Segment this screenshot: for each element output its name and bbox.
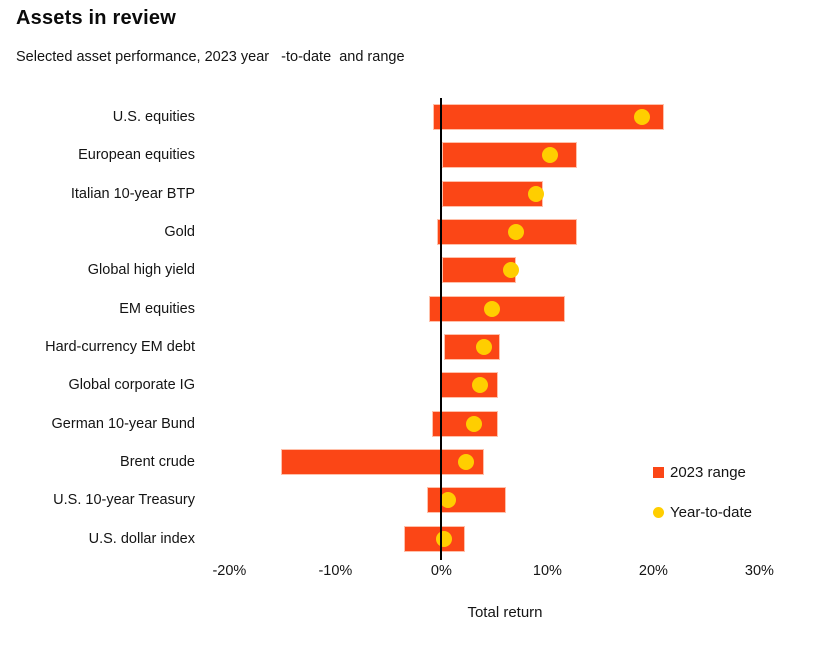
category-label: European equities [78,147,195,164]
legend-label: 2023 range [670,463,746,481]
row-plot [205,405,805,443]
row-plot [205,520,805,558]
ytd-dot [466,415,483,432]
x-tick-label: 20% [638,563,668,579]
ytd-dot [435,530,452,547]
row-plot [205,251,805,289]
category-label: U.S. 10-year Treasury [53,492,195,509]
category-label: Italian 10-year BTP [70,185,195,202]
category-label: Brent crude [120,454,195,471]
range-bar [432,104,664,131]
row-plot [205,366,805,404]
table-row: Hard-currency EM debt [15,328,805,366]
ytd-dot [633,109,650,126]
table-row: EM equities [15,290,805,328]
x-tick-label: -20% [212,563,247,579]
range-bar [281,449,484,476]
range-bar [426,487,507,514]
category-label: EM equities [119,300,195,317]
table-row: Italian 10-year BTP [15,175,805,213]
category-label: Gold [164,224,195,241]
category-label: German 10-year Bund [51,415,195,432]
ytd-dot [471,377,488,394]
ytd-dot [484,300,501,317]
ytd-dot [439,492,456,509]
category-label: U.S. dollar index [88,530,195,547]
range-bar [431,410,498,437]
range-bar [428,295,566,322]
category-label: Hard-currency EM debt [45,339,195,356]
range-bar [441,372,498,399]
x-tick-label: -10% [318,563,353,579]
category-label: Global corporate IG [68,377,195,394]
ytd-dot [503,262,520,279]
table-row: Global corporate IG [15,366,805,404]
row-plot [205,175,805,213]
row-plot [205,481,805,519]
category-label: Global high yield [87,262,195,279]
ytd-dot [541,147,558,164]
ytd-circle-icon [653,506,664,518]
table-row: Global high yield [15,251,805,289]
x-tick-label: 30% [744,563,774,579]
zero-axis-line [440,98,443,560]
row-plot [205,443,805,481]
row-plot [205,213,805,251]
ytd-dot [475,339,492,356]
legend-item-range: 2023 range [653,463,752,481]
x-axis-ticks: -20% -10% 0% 10% 20% 30% [205,563,805,583]
table-row: Gold [15,213,805,251]
row-plot [205,328,805,366]
table-row: Brent crude [15,443,805,481]
table-row: U.S. 10-year Treasury [15,481,805,519]
chart-subtitle: Selected asset performance, 2023 year -t… [16,49,405,65]
ytd-dot [527,185,544,202]
x-tick-label: 10% [532,563,562,579]
ytd-dot [507,224,524,241]
legend-item-ytd: Year-to-date [653,503,753,521]
ytd-dot [457,454,474,471]
legend-label: Year-to-date [670,503,753,521]
range-bar [437,219,578,246]
range-square-icon [653,466,664,478]
row-plot [205,290,805,328]
row-plot [205,98,805,136]
table-row: German 10-year Bund [15,405,805,443]
category-label: U.S. equities [112,109,195,126]
x-axis-title: Total return [467,604,543,621]
range-bar [404,525,465,552]
range-bar [442,180,544,207]
table-row: U.S. equities [15,98,805,136]
table-row: U.S. dollar index [15,520,805,558]
page-title: Assets in review [16,7,176,29]
chart-plot-area: U.S. equities European equities Italian 10… [15,98,805,560]
table-row: European equities [15,136,805,174]
chart-legend: 2023 range Year-to-date [653,464,752,544]
row-plot [205,136,805,174]
x-tick-label: 0% [430,563,452,579]
